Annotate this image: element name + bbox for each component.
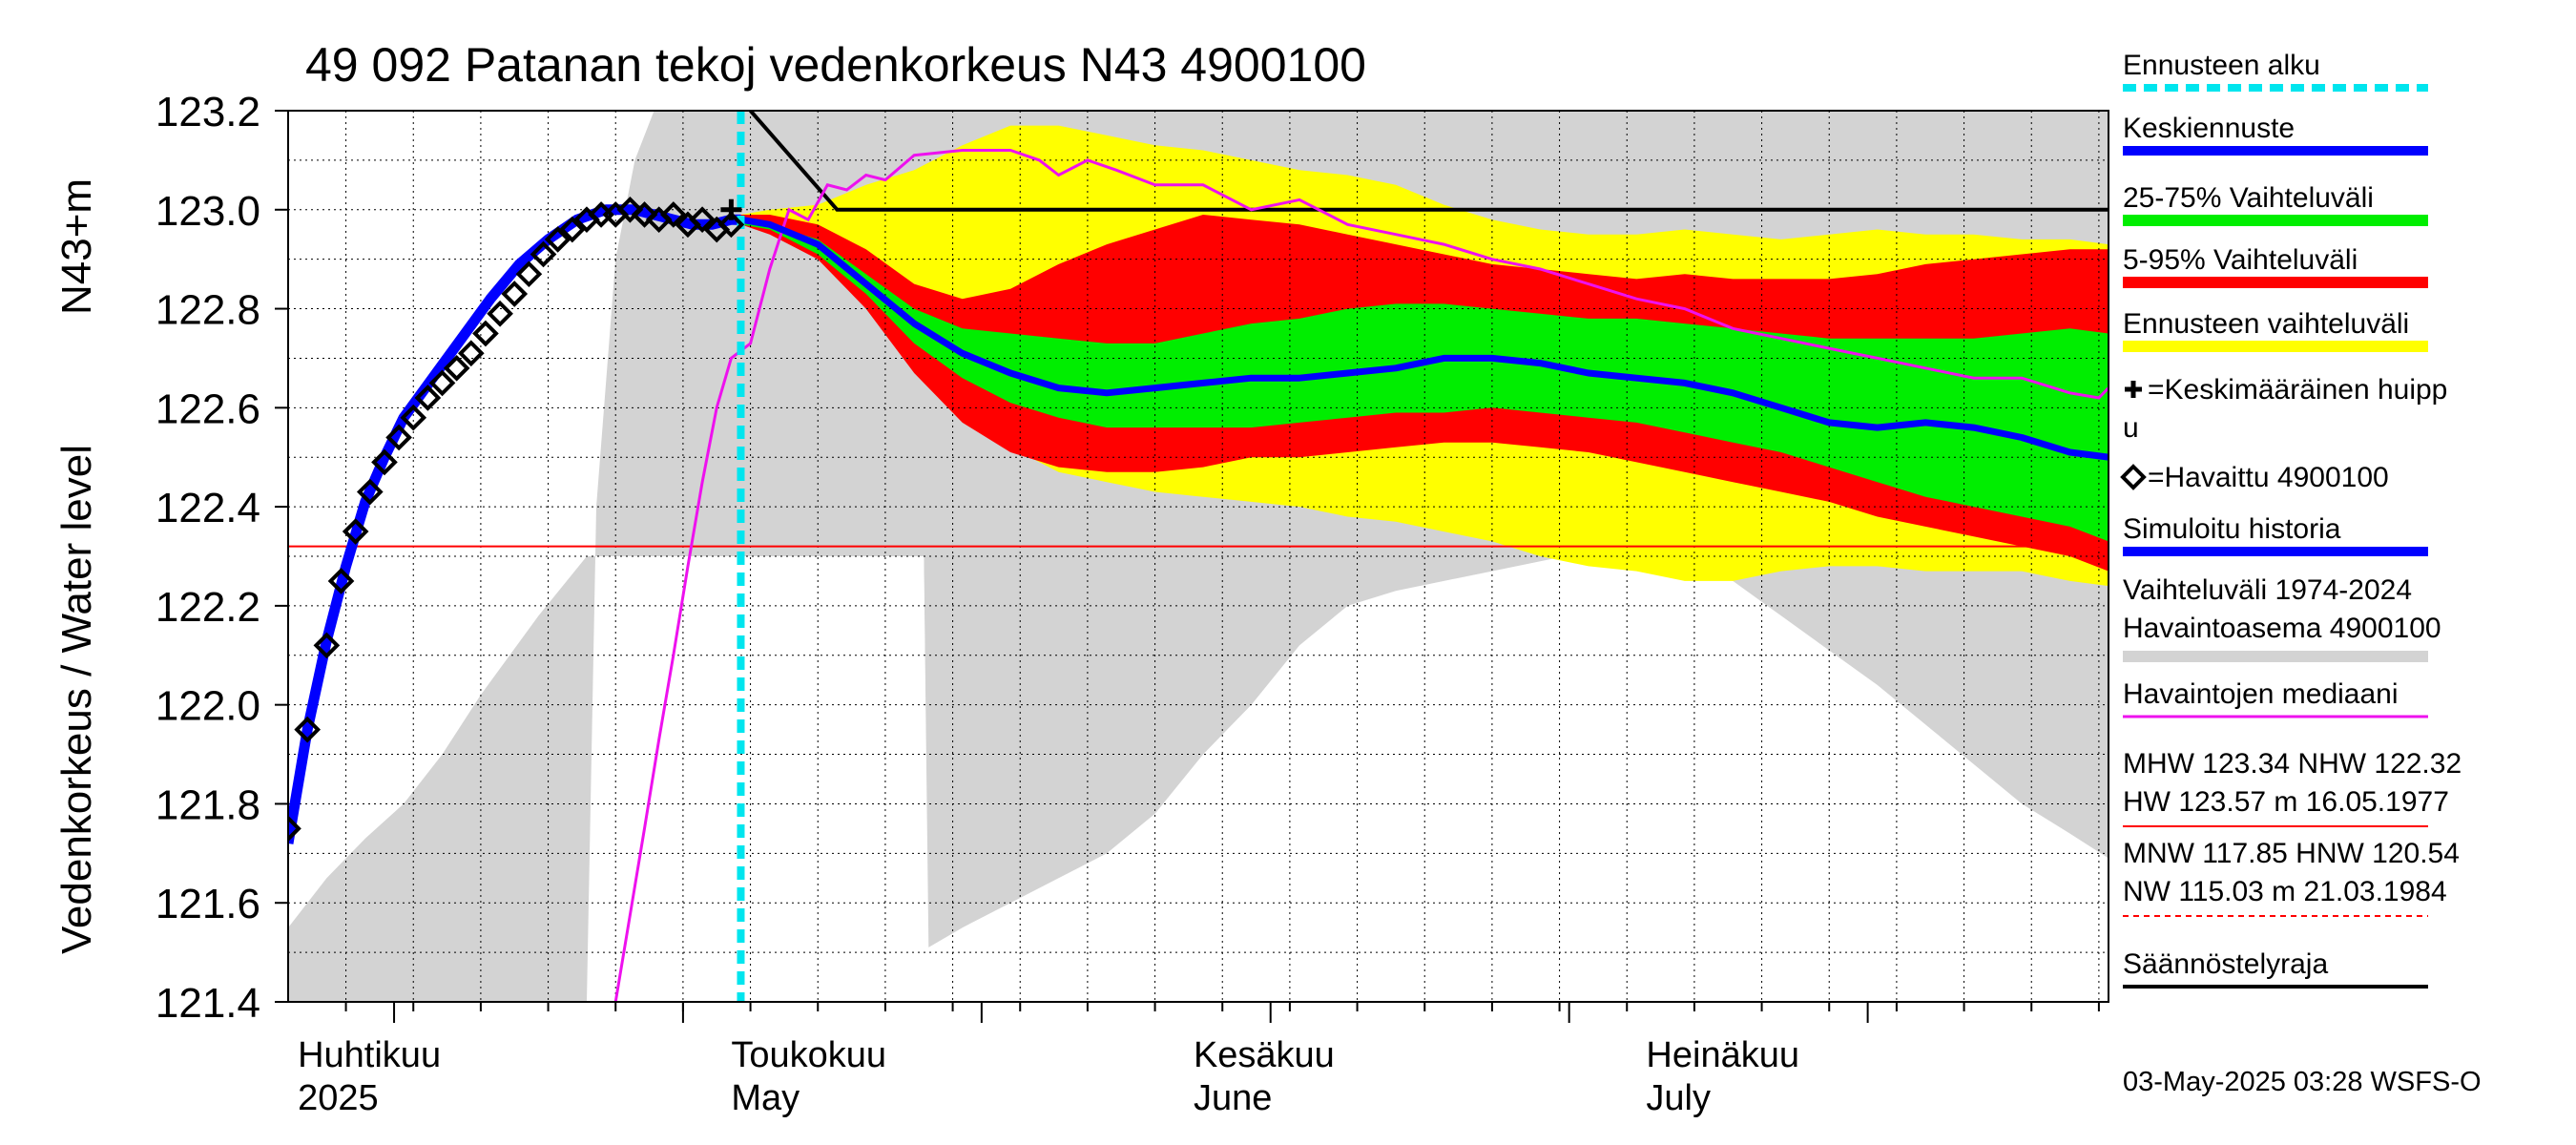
x-year-label: June (1194, 1078, 1272, 1118)
observed-point (515, 260, 543, 288)
legend-item: Ennusteen vaihteluväli (2123, 308, 2428, 352)
y-tick-label: 122.4 (156, 485, 260, 531)
axes-layer: 121.4 121.6 121.8 122.0 122.2 122.4 122.6 122.8… (156, 89, 2109, 1118)
observed-point (659, 201, 687, 228)
observed-point (457, 340, 485, 367)
legend-item: Keskiennuste (2123, 113, 2428, 156)
legend-label: 25-75% Vaihteluväli (2123, 182, 2374, 214)
grid-layer (288, 110, 2109, 1003)
y-axis-unit-label: N43+m (53, 178, 100, 315)
legend-label: Ennusteen vaihteluväli (2123, 308, 2409, 340)
observed-point (530, 240, 557, 268)
legend-item: =Havaittu 4900100 (2120, 462, 2389, 493)
legend-plus-marker (2125, 381, 2142, 398)
x-month-label: Heinäkuu (1646, 1035, 1799, 1075)
y-tick-label: 122.2 (156, 584, 260, 631)
legend-item: Vaihteluväli 1974-2024 Havaintoasema 490… (2123, 574, 2441, 662)
legend-label: =Keskimääräinen huipp (2148, 374, 2447, 406)
x-month-label: Kesäkuu (1194, 1035, 1335, 1075)
y-tick-label: 121.4 (156, 980, 260, 1027)
observed-point (501, 281, 529, 307)
x-month-label: Huhtikuu (298, 1035, 441, 1075)
plot-frame (287, 110, 2109, 1003)
y-tick-label: 121.6 (156, 881, 260, 927)
legend-label: Simuloitu historia (2123, 513, 2341, 545)
observed-point (400, 404, 427, 431)
observed-point (356, 478, 384, 506)
mean-peak-marker (720, 198, 742, 220)
legend-item: =Keskimääräinen huipp u (2123, 374, 2447, 444)
legend-label: u (2123, 412, 2139, 444)
legend-item: Ennusteen alku (2123, 50, 2428, 92)
footer-timestamp: 03-May-2025 03:28 WSFS-O (2123, 1067, 2482, 1097)
observed-point (385, 424, 412, 451)
legend: Ennusteen alku Keskiennuste 25-75% Vaihtel… (2120, 50, 2462, 989)
legend-label: Keskiennuste (2123, 113, 2295, 144)
legend-label: HW 123.57 m 16.05.1977 (2123, 786, 2449, 818)
observed-point (342, 518, 369, 545)
legend-label: Säännöstelyraja (2123, 948, 2328, 980)
observed-point (631, 201, 658, 228)
observed-point (313, 632, 341, 659)
observed-point (294, 716, 322, 743)
legend-label: 5-95% Vaihteluväli (2123, 244, 2358, 276)
legend-label: =Havaittu 4900100 (2148, 462, 2389, 493)
legend-item: MHW 123.34 NHW 122.32 HW 123.57 m 16.05.1… (2123, 748, 2462, 827)
observed-point (487, 300, 513, 327)
y-tick-label: 123.2 (156, 89, 260, 135)
legend-item: Säännöstelyraja (2123, 948, 2428, 989)
observed-point (558, 216, 586, 243)
legend-label: MNW 117.85 HNW 120.54 (2123, 838, 2460, 869)
legend-item: MNW 117.85 HNW 120.54 NW 115.03 m 21.03.1… (2123, 838, 2460, 917)
legend-item: Simuloitu historia (2123, 513, 2428, 556)
x-year-label: July (1646, 1078, 1711, 1118)
x-month-label: Toukokuu (731, 1035, 886, 1075)
y-tick-label: 123.0 (156, 188, 260, 235)
observed-point (288, 815, 301, 843)
observed-point (616, 196, 644, 223)
observed-point (327, 568, 355, 594)
legend-label: NW 115.03 m 21.03.1984 (2123, 876, 2447, 907)
regulation-limit-line (749, 111, 2109, 212)
chart-title: 49 092 Patanan tekoj vedenkorkeus N43 49… (305, 38, 1366, 92)
observed-point (428, 369, 456, 397)
observed-point (544, 226, 571, 253)
history-range-gap (634, 541, 2109, 1002)
legend-label: Ennusteen alku (2123, 50, 2320, 81)
y-tick-label: 122.6 (156, 385, 260, 432)
x-year-label: 2025 (298, 1078, 379, 1118)
observed-point (689, 206, 716, 233)
markers-layer (288, 196, 745, 843)
x-year-label: May (731, 1078, 800, 1118)
observed-point (371, 448, 398, 476)
legend-label: Vaihteluväli 1974-2024 (2123, 574, 2412, 606)
observed-point (717, 211, 745, 239)
lines-layer (288, 111, 2109, 1002)
mean-forecast-line (739, 216, 2109, 461)
legend-item: 5-95% Vaihteluväli (2123, 244, 2428, 288)
y-axis-label: Vedenkorkeus / Water level (53, 445, 100, 954)
observed-point (443, 354, 470, 382)
simulated-history-line (288, 204, 741, 844)
y-tick-label: 122.8 (156, 287, 260, 334)
y-tick-label: 122.0 (156, 683, 260, 730)
legend-diamond-marker (2120, 464, 2147, 490)
legend-label: MHW 123.34 NHW 122.32 (2123, 748, 2462, 780)
legend-label: Havaintoasema 4900100 (2123, 613, 2441, 644)
legend-item: 25-75% Vaihteluväli (2123, 182, 2428, 226)
observed-point (414, 385, 442, 411)
legend-label: Havaintojen mediaani (2123, 678, 2399, 710)
legend-item: Havaintojen mediaani (2123, 678, 2428, 718)
observed-point (472, 320, 499, 347)
y-tick-label: 121.8 (156, 781, 260, 828)
